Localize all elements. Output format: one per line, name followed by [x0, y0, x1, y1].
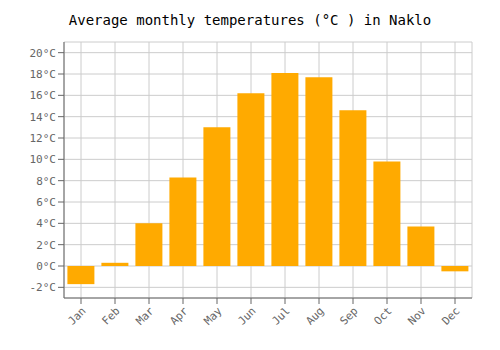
svg-text:-2°C: -2°C [30, 281, 57, 294]
svg-text:Jun: Jun [235, 304, 258, 327]
svg-text:Nov: Nov [405, 304, 429, 328]
svg-text:Aug: Aug [303, 304, 326, 327]
svg-text:Oct: Oct [371, 304, 394, 327]
svg-text:2°C: 2°C [36, 239, 56, 252]
svg-text:20°C: 20°C [30, 47, 57, 60]
svg-text:8°C: 8°C [36, 175, 56, 188]
svg-text:16°C: 16°C [30, 89, 57, 102]
svg-text:May: May [201, 304, 225, 328]
svg-text:14°C: 14°C [30, 111, 57, 124]
svg-text:Sep: Sep [337, 304, 360, 327]
svg-text:10°C: 10°C [30, 153, 57, 166]
svg-text:Dec: Dec [439, 304, 462, 327]
svg-text:4°C: 4°C [36, 217, 56, 230]
svg-text:18°C: 18°C [30, 68, 57, 81]
svg-text:Jan: Jan [65, 304, 88, 327]
html-text:Average monthly temperatures (: Average monthly temperatures (°C ) in Na… [68, 12, 432, 28]
svg-text:6°C: 6°C [36, 196, 56, 209]
svg-text:0°C: 0°C [36, 260, 56, 273]
svg-text:Jul: Jul [269, 304, 292, 327]
svg-text:Apr: Apr [167, 304, 191, 328]
svg-text:Mar: Mar [133, 304, 157, 328]
svg-text:Feb: Feb [99, 304, 122, 327]
svg-text:12°C: 12°C [30, 132, 57, 145]
